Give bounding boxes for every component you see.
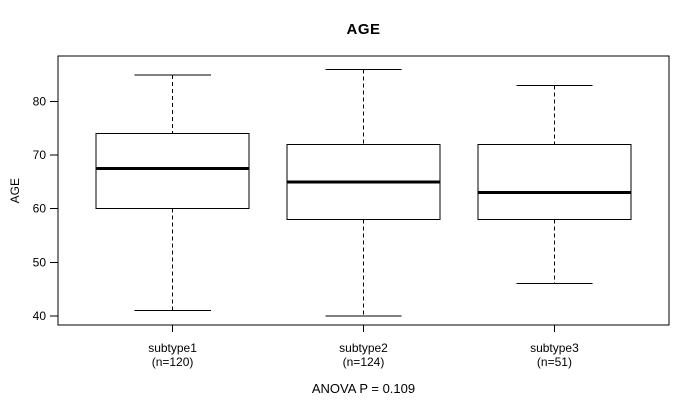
x-axis-tick-label: subtype3 [530,341,579,355]
x-axis-tick-label: subtype2 [339,341,388,355]
y-axis-tick-label: 50 [33,255,47,269]
chart-title: AGE [346,21,381,38]
x-axis-tick-sublabel: (n=51) [537,355,572,369]
iqr-box [95,133,250,210]
y-axis-tick-label: 70 [33,148,47,162]
y-axis-tick-label: 60 [33,202,47,216]
iqr-box [477,143,632,220]
anova-p-annotation: ANOVA P = 0.109 [311,381,416,396]
x-axis-tick-sublabel: (n=120) [152,355,194,369]
y-axis-tick-label: 40 [33,309,47,323]
y-axis-tick-label: 80 [33,95,47,109]
x-axis-tick-label: subtype1 [148,341,197,355]
x-axis-tick-sublabel: (n=124) [343,355,385,369]
